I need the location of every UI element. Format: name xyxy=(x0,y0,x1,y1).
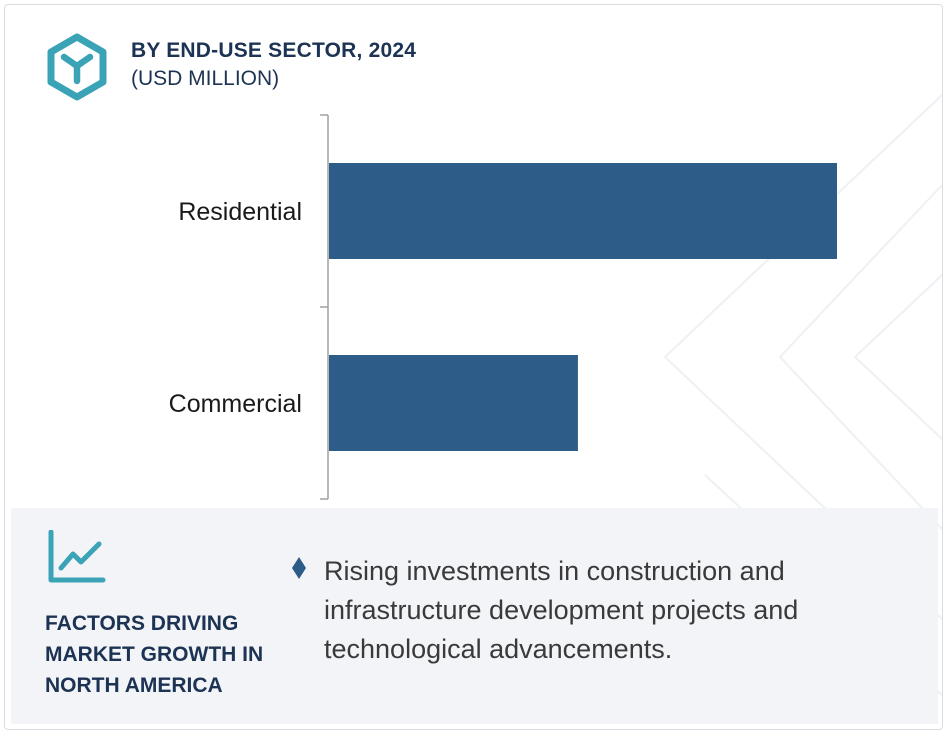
growth-factors-panel: FACTORS DRIVING MARKET GROWTH IN NORTH A… xyxy=(11,508,938,724)
hexagon-logo-icon xyxy=(47,33,107,101)
category-label-residential: Residential xyxy=(178,198,302,226)
diamond-bullet-icon xyxy=(292,557,306,579)
category-label-commercial: Commercial xyxy=(169,390,302,418)
bar-chart: Residential Commercial xyxy=(169,114,837,500)
bar-residential xyxy=(329,163,837,259)
bar-commercial xyxy=(329,355,578,451)
factors-title: FACTORS DRIVING MARKET GROWTH IN NORTH A… xyxy=(45,612,264,697)
chart-subtitle: (USD MILLION) xyxy=(131,67,280,90)
growth-driver-text: Rising investments in construction and i… xyxy=(324,556,799,664)
chart-title: BY END-USE SECTOR, 2024 xyxy=(131,39,417,62)
trend-line-icon xyxy=(48,530,106,583)
chart-card: BY END-USE SECTOR, 2024 (USD MILLION) Re… xyxy=(4,4,943,730)
